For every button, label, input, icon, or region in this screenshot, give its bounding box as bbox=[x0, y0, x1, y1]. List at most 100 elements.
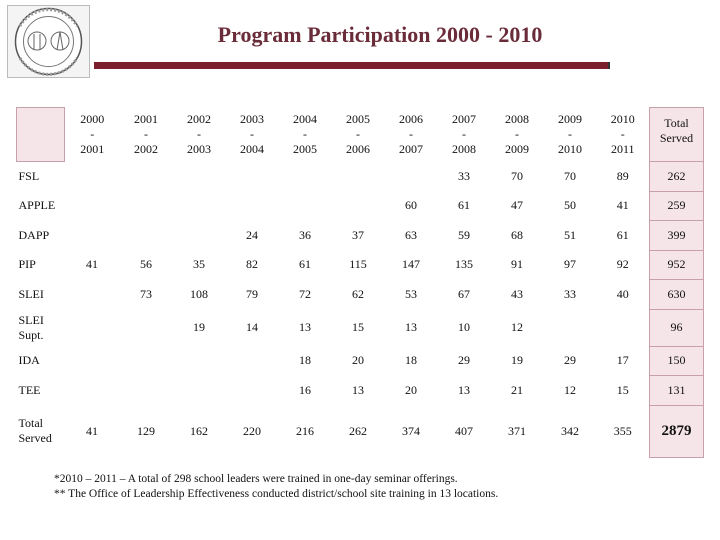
column-header-line: - bbox=[303, 127, 307, 141]
column-header-total: Total Served bbox=[649, 107, 704, 162]
column-header-line: - bbox=[515, 127, 519, 141]
column-header-line: 2002 bbox=[187, 112, 211, 126]
footnotes: *2010 – 2011 – A total of 298 school lea… bbox=[54, 472, 498, 502]
column-header-line: - bbox=[90, 127, 95, 141]
table-cell bbox=[385, 162, 438, 192]
cell-value: 108 bbox=[190, 286, 208, 301]
column-header-line: 2006 bbox=[399, 112, 423, 126]
cell-value: 63 bbox=[405, 227, 417, 242]
cell-value: 70 bbox=[511, 168, 523, 183]
table-cell bbox=[65, 191, 120, 221]
table-cell: 41 bbox=[65, 250, 120, 280]
cell-value: 29 bbox=[564, 353, 576, 368]
cell-value: 62 bbox=[352, 286, 364, 301]
cell-value: 35 bbox=[193, 257, 205, 272]
column-header-line: - bbox=[197, 127, 201, 141]
table-row: FSL 33 70 70 89 262 bbox=[17, 161, 704, 192]
table-row: SLEI Supt. 19 14 13 15 13 10 12 96 bbox=[17, 308, 704, 347]
cell-value: 33 bbox=[458, 168, 470, 183]
cell-value: 50 bbox=[564, 198, 576, 213]
table-cell bbox=[65, 309, 120, 346]
table-cell bbox=[279, 162, 332, 192]
cell-value: 37 bbox=[352, 227, 364, 242]
column-header-line: - bbox=[356, 127, 360, 141]
total-cell: 150 bbox=[649, 345, 704, 376]
table-cell: 41 bbox=[65, 405, 120, 457]
header-row: 2000-2001 2001-2002 2002-2003 2003-2004 2004… bbox=[16, 107, 704, 162]
table-row: TEE 16 13 20 13 21 12 15 131 bbox=[17, 375, 704, 406]
total-cell: 630 bbox=[649, 279, 704, 310]
table-cell bbox=[120, 162, 173, 192]
cell-value: 61 bbox=[299, 257, 311, 272]
department-seal-logo bbox=[7, 5, 90, 78]
table-cell bbox=[226, 162, 279, 192]
column-header-line: 2004 bbox=[293, 112, 317, 126]
table-cell bbox=[65, 346, 120, 376]
cell-value: 355 bbox=[613, 423, 632, 438]
cell-value: 41 bbox=[616, 198, 629, 213]
table-cell: 129 bbox=[120, 405, 173, 457]
column-header-line: Served bbox=[659, 131, 694, 145]
table-cell: 20 bbox=[332, 346, 385, 376]
table-cell bbox=[279, 191, 332, 221]
table-cell: 10 bbox=[438, 309, 491, 346]
cell-value: 216 bbox=[296, 423, 314, 438]
row-label: SLEI Supt. bbox=[17, 309, 65, 346]
cell-value: 41 bbox=[86, 423, 98, 438]
table-cell: 61 bbox=[438, 191, 491, 221]
cell-value: 407 bbox=[455, 423, 473, 438]
table-cell: 220 bbox=[226, 405, 279, 457]
column-header-line: - bbox=[409, 127, 413, 141]
table-cell: 342 bbox=[544, 405, 597, 457]
table-cell bbox=[65, 162, 120, 192]
table-cell bbox=[544, 309, 597, 346]
table-cell: 59 bbox=[438, 221, 491, 251]
table-row: APPLE 60 61 47 50 41 259 bbox=[17, 190, 704, 221]
table-cell bbox=[173, 346, 226, 376]
row-label-line: Total bbox=[18, 416, 44, 430]
cell-value: 51 bbox=[564, 227, 576, 242]
table-cell bbox=[65, 280, 120, 310]
column-header-line: Total bbox=[664, 116, 689, 130]
cell-value: 43 bbox=[511, 286, 523, 301]
cell-value: 61 bbox=[458, 198, 470, 213]
column-header-line: - bbox=[462, 127, 466, 141]
total-cell: 96 bbox=[649, 308, 704, 347]
table-cell bbox=[226, 191, 279, 221]
table-row: DAPP 24 36 37 63 59 68 51 61 399 bbox=[17, 220, 704, 251]
column-header: 2005-2006 bbox=[332, 108, 385, 162]
table-cell: 50 bbox=[544, 191, 597, 221]
table-cell: 407 bbox=[438, 405, 491, 457]
table-cell bbox=[120, 309, 173, 346]
column-header-line: - bbox=[568, 127, 572, 141]
participation-table: 2000-2001 2001-2002 2002-2003 2003-2004 2004… bbox=[16, 107, 704, 458]
cell-value: 259 bbox=[667, 198, 686, 213]
cell-value: 92 bbox=[616, 257, 629, 272]
cell-value: 20 bbox=[352, 353, 364, 368]
cell-value: 61 bbox=[616, 227, 629, 242]
page-title: Program Participation 2000 - 2010 bbox=[217, 22, 543, 47]
row-label: PIP bbox=[17, 250, 65, 280]
table-cell: 43 bbox=[491, 280, 544, 310]
table-cell: 115 bbox=[332, 250, 385, 280]
table-cell: 61 bbox=[597, 221, 650, 251]
cell-value: 399 bbox=[667, 227, 686, 242]
cell-value: 220 bbox=[243, 423, 261, 438]
column-header-line: 2001 bbox=[80, 142, 105, 156]
cell-value: 67 bbox=[458, 286, 470, 301]
column-header-line: 2010 bbox=[558, 142, 582, 156]
table-cell bbox=[65, 376, 120, 406]
cell-value: 129 bbox=[137, 423, 155, 438]
column-header-line: 2007 bbox=[399, 142, 423, 156]
column-header-line: 2005 bbox=[346, 112, 370, 126]
row-label-line: PIP bbox=[18, 257, 36, 272]
cell-value: 36 bbox=[299, 227, 311, 242]
table-cell: 63 bbox=[385, 221, 438, 251]
column-header-line: 2003 bbox=[240, 112, 264, 126]
table-cell: 18 bbox=[279, 346, 332, 376]
table-cell: 13 bbox=[332, 376, 385, 406]
total-cell: 2879 bbox=[649, 404, 704, 458]
total-cell: 262 bbox=[649, 161, 704, 192]
cell-value: 14 bbox=[246, 320, 258, 334]
table-cell: 61 bbox=[279, 250, 332, 280]
